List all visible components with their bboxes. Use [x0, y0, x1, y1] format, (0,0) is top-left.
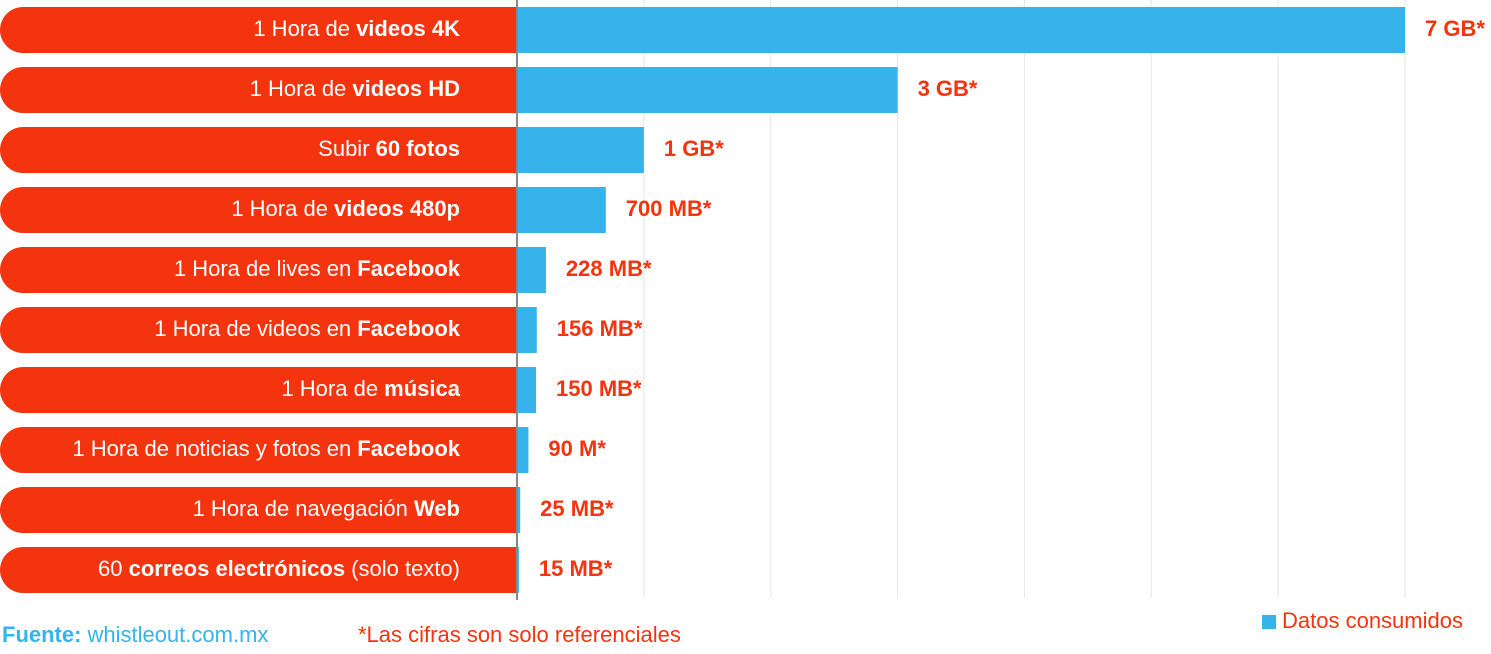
- bar: [517, 67, 898, 113]
- category-label: 1 Hora de videos en Facebook: [154, 316, 460, 341]
- category-segment: 1 Hora de: [250, 76, 353, 101]
- bar: [517, 7, 1405, 53]
- note: *Las cifras son solo referenciales: [358, 622, 681, 647]
- category-pill: [0, 247, 517, 293]
- category-segment: Facebook: [357, 256, 460, 281]
- source-label: Fuente:: [2, 622, 81, 647]
- category-segment: 1 Hora de navegación: [193, 496, 414, 521]
- value-label: 700 MB*: [626, 196, 712, 221]
- value-label: 7 GB*: [1425, 16, 1485, 41]
- category-pill: [0, 427, 517, 473]
- category-segment: 60: [98, 556, 129, 581]
- category-label: 1 Hora de noticias y fotos en Facebook: [72, 436, 460, 461]
- value-label: 15 MB*: [539, 556, 613, 581]
- category-pill: [0, 307, 517, 353]
- category-label: 1 Hora de videos 4K: [253, 16, 460, 41]
- category-segment: Facebook: [357, 316, 460, 341]
- category-segment: Web: [414, 496, 460, 521]
- category-segment: videos 4K: [356, 16, 460, 41]
- category-segment: 1 Hora de: [253, 16, 356, 41]
- category-label: 1 Hora de videos HD: [250, 76, 460, 101]
- category-label: 1 Hora de música: [281, 376, 460, 401]
- category-pill: [0, 547, 517, 593]
- category-pill: [0, 487, 517, 533]
- category-segment: 60 fotos: [376, 136, 460, 161]
- source-text: whistleout.com.mx: [86, 622, 268, 647]
- category-segment: 1 Hora de noticias y fotos en: [72, 436, 357, 461]
- value-label: 150 MB*: [556, 376, 642, 401]
- legend-label: Datos consumidos: [1282, 608, 1463, 633]
- category-segment: 1 Hora de lives en: [174, 256, 357, 281]
- category-segment: 1 Hora de videos en: [154, 316, 357, 341]
- value-label: 1 GB*: [664, 136, 724, 161]
- category-segment: Subir: [318, 136, 375, 161]
- category-label: 1 Hora de navegación Web: [193, 496, 460, 521]
- source: Fuente: whistleout.com.mx: [2, 622, 268, 647]
- value-label: 3 GB*: [918, 76, 978, 101]
- category-pill: [0, 187, 517, 233]
- category-segment: 1 Hora de: [231, 196, 334, 221]
- category-segment: videos 480p: [334, 196, 460, 221]
- bar: [517, 247, 546, 293]
- category-pill: [0, 127, 517, 173]
- category-label: 60 correos electrónicos (solo texto): [98, 556, 460, 581]
- category-segment: correos electrónicos: [129, 556, 345, 581]
- bar: [517, 427, 529, 473]
- category-segment: 1 Hora de: [281, 376, 384, 401]
- category-pill: [0, 367, 517, 413]
- category-pill: [0, 67, 517, 113]
- value-label: 90 M*: [548, 436, 606, 461]
- value-label: 156 MB*: [557, 316, 643, 341]
- category-segment: (solo texto): [345, 556, 460, 581]
- legend-swatch: [1262, 615, 1276, 629]
- category-segment: videos HD: [352, 76, 460, 101]
- category-pill: [0, 7, 518, 53]
- category-label: 1 Hora de lives en Facebook: [174, 256, 461, 281]
- bar: [517, 367, 537, 413]
- value-label: 25 MB*: [540, 496, 614, 521]
- value-label: 228 MB*: [566, 256, 652, 281]
- bar: [517, 307, 537, 353]
- category-label: 1 Hora de videos 480p: [231, 196, 460, 221]
- bar: [517, 487, 521, 533]
- category-label: Subir 60 fotos: [318, 136, 460, 161]
- category-segment: música: [384, 376, 461, 401]
- category-segment: Facebook: [357, 436, 460, 461]
- bar: [517, 127, 644, 173]
- bar: [517, 187, 606, 233]
